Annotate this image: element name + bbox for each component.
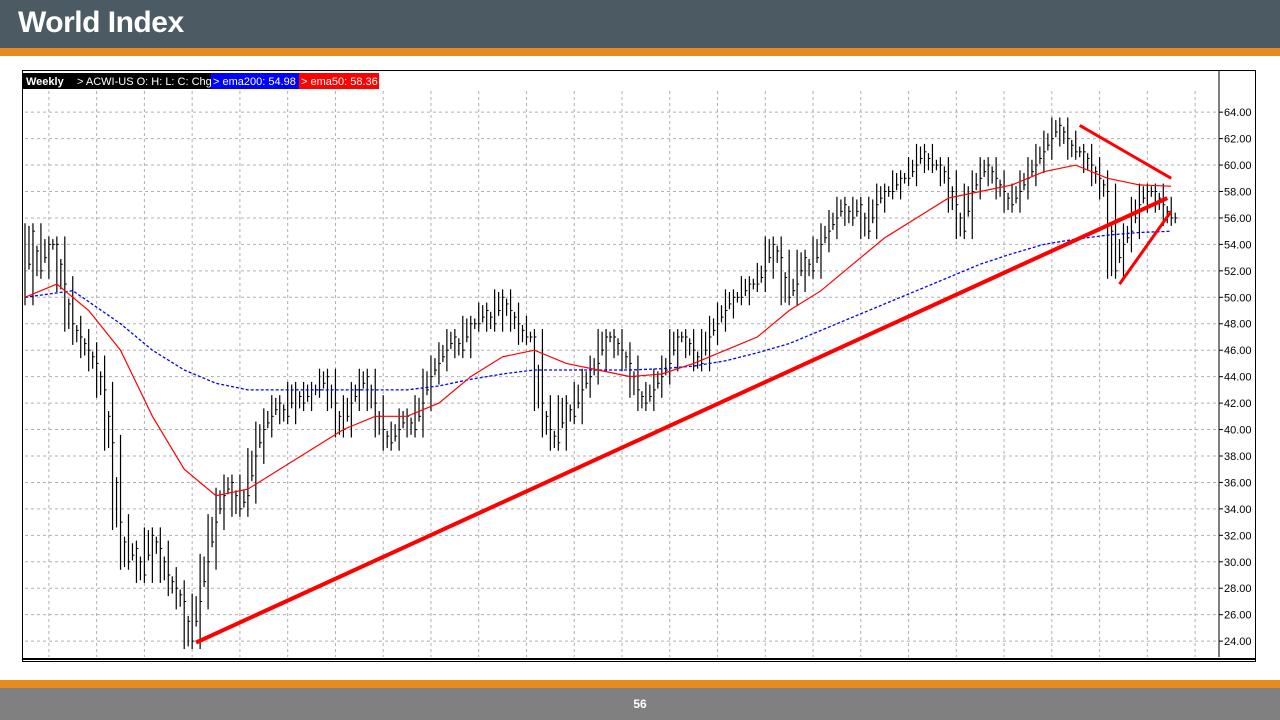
y-tick-label: 32.00 — [1224, 530, 1252, 542]
y-tick-label: 26.00 — [1224, 610, 1252, 622]
y-tick-label: 34.00 — [1224, 504, 1252, 516]
y-tick-label: 24.00 — [1224, 636, 1252, 648]
y-tick-label: 30.00 — [1224, 557, 1252, 569]
y-tick-label: 62.00 — [1224, 134, 1252, 146]
triangle-upper-line — [1078, 124, 1172, 180]
y-tick-label: 50.00 — [1224, 292, 1252, 304]
legend-period-bg — [23, 73, 75, 89]
legend-period: Weekly — [26, 76, 65, 88]
header-accent-stripe — [0, 48, 1280, 56]
support-trendline — [195, 196, 1169, 645]
triangle-lower-line — [1118, 210, 1173, 285]
y-tick-label: 58.00 — [1224, 187, 1252, 199]
chart-svg: 64.00 62.00 60.00 58.00 56.00 54.00 52.00 50.00… — [23, 71, 1255, 660]
y-tick-label: 54.00 — [1224, 239, 1252, 251]
legend-ema50-bg — [299, 73, 379, 89]
legend-ema200: > ema200: 54.98 — [213, 76, 296, 88]
y-tick-label: 28.00 — [1224, 583, 1252, 595]
page-number: 56 — [633, 697, 647, 711]
y-tick-label: 56.00 — [1224, 213, 1252, 225]
y-tick-label: 40.00 — [1224, 425, 1252, 437]
y-tick-label: 46.00 — [1224, 345, 1252, 357]
legend-ema200-bg — [211, 73, 299, 89]
ema200-line — [24, 230, 1172, 391]
y-tick-label: 60.00 — [1224, 160, 1252, 172]
header-bar: World Index — [0, 0, 1280, 48]
y-tick-label: 42.00 — [1224, 398, 1252, 410]
legend-symbol-bg — [75, 73, 211, 89]
legend-ema50: > ema50: 58.36 — [301, 76, 378, 88]
y-tick-label: 52.00 — [1224, 266, 1252, 278]
footer-accent-stripe — [0, 680, 1280, 688]
y-tick-label: 44.00 — [1224, 372, 1252, 384]
y-tick-label: 64.00 — [1224, 107, 1252, 119]
footer-bar: 56 — [0, 688, 1280, 720]
chart-panel: 64.00 62.00 60.00 58.00 56.00 54.00 52.00 50.00… — [22, 70, 1256, 662]
y-tick-label: 36.00 — [1224, 477, 1252, 489]
y-tick-label: 48.00 — [1224, 319, 1252, 331]
ema50-line — [24, 164, 1172, 497]
page-title: World Index — [18, 6, 184, 39]
y-tick-label: 38.00 — [1224, 451, 1252, 463]
legend-symbol: > ACWI-US O: H: L: C: Chg — [77, 76, 212, 88]
